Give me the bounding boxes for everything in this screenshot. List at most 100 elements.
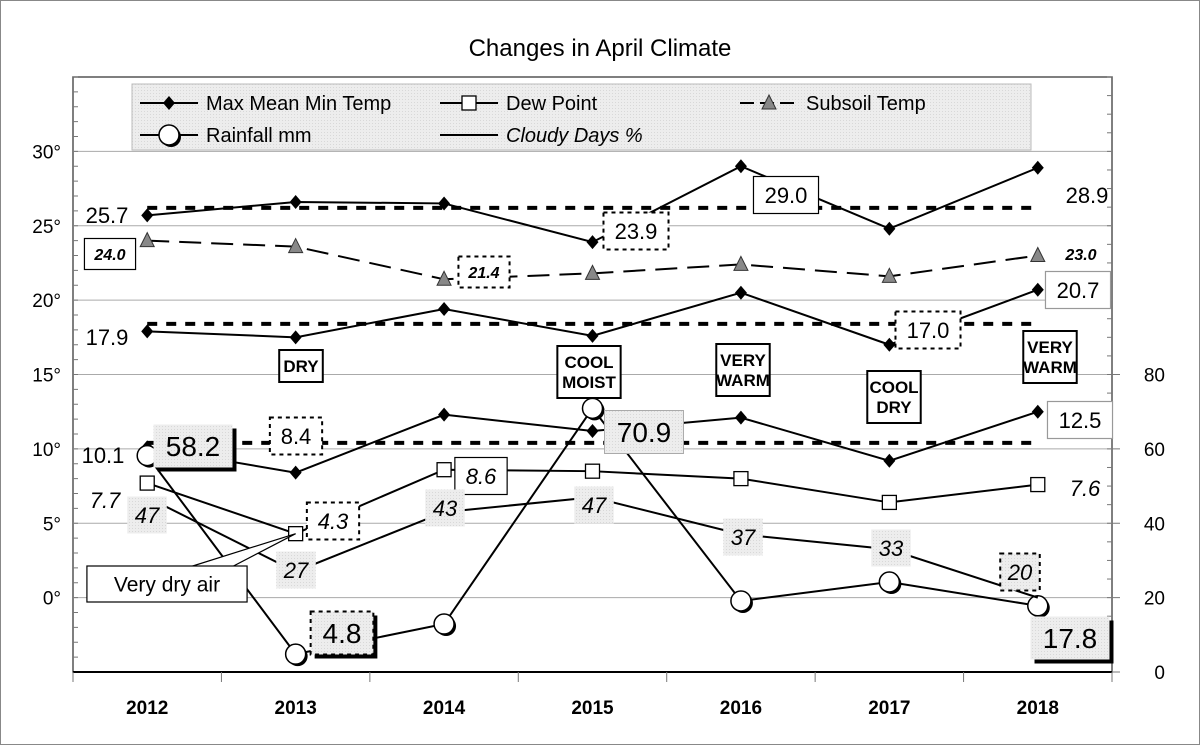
label-text: 24.0 [93, 247, 125, 264]
legend: Max Mean Min Temp Dew Point Subsoil Temp Ra… [131, 83, 1032, 151]
legend-box [131, 83, 1032, 151]
legend-label: Max Mean Min Temp [206, 93, 391, 115]
point-mean-2015 [586, 328, 599, 343]
label-line: COOL [564, 353, 613, 372]
point-rain-2013 [284, 643, 307, 665]
x-tick-label: 2015 [571, 698, 614, 719]
annotation-label: 23.9 [602, 211, 670, 251]
point-rain-2017 [878, 571, 901, 593]
label-box [574, 486, 614, 524]
x-tick-label: 2018 [1017, 698, 1059, 719]
annotation-label: 10.1 [82, 443, 125, 468]
label-box [1044, 270, 1112, 310]
legend-item: Max Mean Min Temp [140, 93, 391, 115]
annotation-label: COOL MOIST [556, 345, 622, 399]
label-line: VERY [720, 351, 766, 370]
label-text: 4.3 [318, 509, 349, 534]
series-min [141, 404, 1044, 480]
right-tick-label: 40 [1144, 514, 1165, 535]
legend-triangle-icon [761, 93, 777, 110]
point-min-2013 [289, 465, 302, 480]
axes: 0° 5° 10° 15° 20° 25° 30° 0 20 40 60 80 2012 2013 2014… [32, 76, 1165, 719]
x-tick-label: 2017 [868, 698, 910, 719]
point-mean-2013 [289, 330, 302, 345]
label-text: 70.9 [617, 417, 672, 448]
legend-label: Rainfall mm [206, 125, 312, 147]
series-mean [141, 282, 1044, 352]
label-box [1030, 616, 1110, 660]
annotation-label: 37 [723, 518, 763, 556]
label-box [715, 343, 771, 397]
label-box [894, 310, 962, 350]
annotation-label: 23.0 [1064, 247, 1096, 264]
legend-label: Subsoil Temp [806, 93, 926, 115]
left-tick-label: 20° [32, 291, 61, 312]
label-box [153, 424, 233, 468]
point-dew-2017 [881, 494, 898, 511]
annotation-label: Very dry air [86, 565, 248, 603]
point-min-2018 [1031, 404, 1044, 419]
annotation-label: 29.0 [752, 175, 820, 215]
x-tick-label: 2014 [423, 698, 466, 719]
label-text: 20 [1007, 560, 1033, 585]
annotation-label: COOL DRY [866, 370, 922, 424]
legend-diamond-icon [163, 96, 175, 110]
annotation-label: 25.7 [86, 203, 129, 228]
point-min-2014 [438, 407, 451, 422]
annotation-label: VERY WARM [715, 343, 771, 397]
label-text: 37 [731, 525, 756, 550]
label-text: 28.9 [1066, 183, 1109, 208]
label-text: 17.0 [907, 318, 950, 343]
point-subsoil-2017 [881, 267, 898, 283]
label-box [866, 370, 922, 424]
label-text: 47 [582, 493, 607, 518]
label-text: 33 [879, 536, 904, 561]
right-tick-label: 0 [1154, 663, 1165, 684]
annotation-label: 17.8 [1030, 616, 1114, 664]
annotation-label: 8.4 [268, 416, 324, 456]
point-rain-2018 [1027, 595, 1049, 617]
label-box [425, 489, 465, 527]
point-mean-2018 [1031, 282, 1044, 297]
left-tick-label: 5° [43, 514, 61, 535]
series-max [141, 159, 1044, 250]
point-max-2018 [1031, 160, 1044, 175]
label-text: COOL DRY [869, 378, 918, 417]
label-box [457, 255, 511, 289]
left-tick-label: 30° [32, 142, 61, 163]
legend-square-icon [461, 95, 477, 111]
label-box [752, 175, 820, 215]
annotation-label: 20.7 [1044, 270, 1112, 310]
label-text: 27 [283, 558, 309, 583]
label-box [268, 416, 324, 456]
annotation-label: 17.0 [894, 310, 962, 350]
point-max-2013 [289, 194, 302, 209]
label-text: DRY [283, 357, 319, 376]
label-text: 29.0 [765, 183, 808, 208]
label-line: WARM [716, 371, 770, 390]
label-box [454, 456, 508, 496]
right-tick-label: 60 [1144, 440, 1165, 461]
point-rain-2015 [581, 397, 604, 420]
label-box [604, 410, 684, 454]
label-text: 4.8 [323, 618, 362, 649]
label-text: 7.7 [90, 488, 121, 513]
point-max-2012 [141, 208, 154, 223]
label-box [127, 496, 167, 534]
label-box [278, 349, 324, 383]
label-box [1022, 330, 1078, 384]
left-tick-label: 10° [32, 440, 61, 461]
label-box [556, 345, 622, 399]
left-tick-label: 25° [32, 217, 61, 238]
label-box [305, 501, 361, 541]
point-dew-2012 [139, 475, 155, 491]
label-box [999, 552, 1041, 592]
left-tick-label: 15° [32, 366, 61, 387]
annotations: 25.7 17.9 10.1 7.7 24.0 58.2 8.4 DRY 21.4 4.3 47 27… [82, 175, 1114, 664]
point-dew-2014 [436, 462, 452, 478]
point-min-2016 [734, 410, 747, 425]
annotation-label: 20 [999, 552, 1041, 592]
annotation-label: 58.2 [153, 424, 237, 472]
series-rain [136, 397, 1050, 667]
